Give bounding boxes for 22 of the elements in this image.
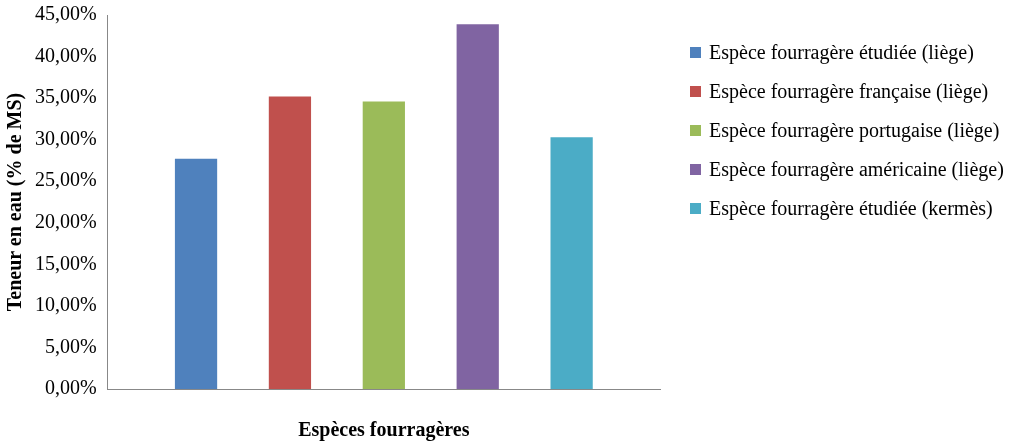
- y-tick-label: 0,00%: [44, 376, 97, 399]
- bar: [362, 101, 405, 389]
- legend-label: Espèce fourragère étudiée (liège): [709, 40, 974, 65]
- bar: [550, 137, 593, 389]
- bar: [456, 24, 499, 389]
- legend-label: Espèce fourragère portugaise (liège): [709, 118, 1000, 143]
- legend-label: Espèce fourragère américaine (liège): [709, 157, 1004, 182]
- y-tick-label: 45,00%: [34, 2, 97, 25]
- y-tick-label: 30,00%: [34, 126, 97, 149]
- bar: [174, 158, 218, 389]
- legend-label: Espèce fourragère française (liège): [709, 79, 989, 104]
- y-tick-label: 25,00%: [34, 168, 97, 191]
- bar: [268, 96, 312, 389]
- y-tick-label: 20,00%: [34, 210, 97, 233]
- y-tick-label: 15,00%: [34, 251, 97, 274]
- y-tick-label: 10,00%: [34, 293, 97, 316]
- legend-label: Espèce fourragère étudiée (kermès): [709, 196, 993, 221]
- x-axis-title: Espèces fourragères: [298, 418, 470, 442]
- y-tick-label: 5,00%: [44, 334, 97, 357]
- y-axis-title: Teneur en eau (% de MS): [3, 92, 27, 312]
- y-tick-label: 35,00%: [34, 85, 97, 108]
- y-tick-label: 40,00%: [34, 43, 97, 66]
